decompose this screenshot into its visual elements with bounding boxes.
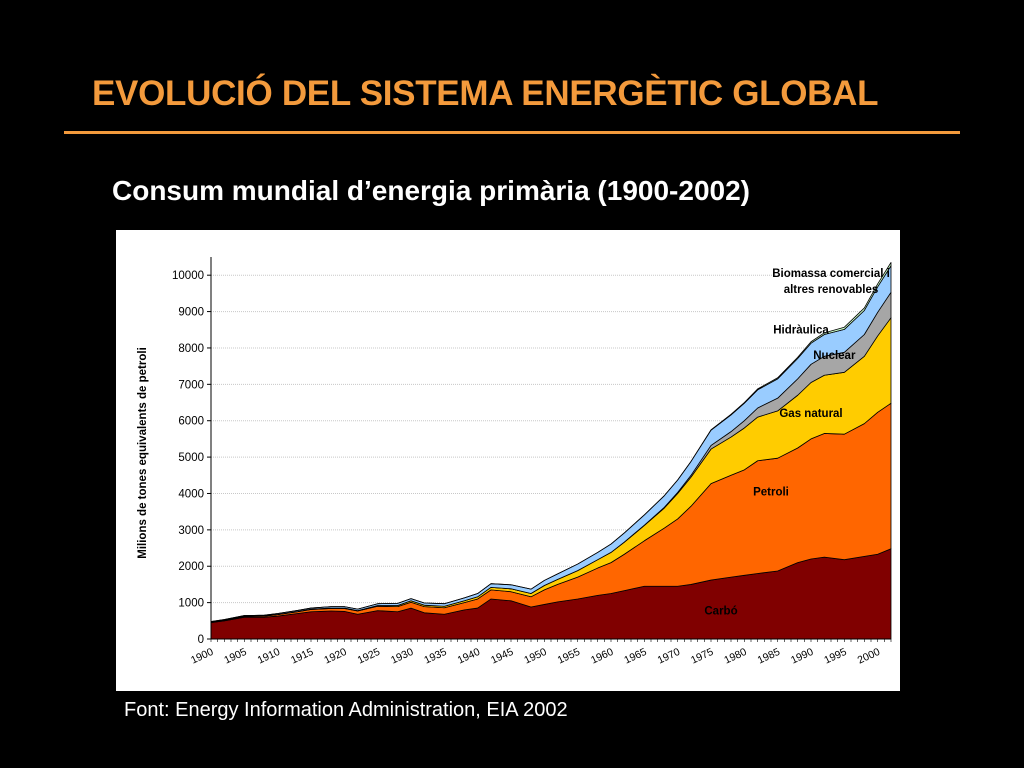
y-axis-title: Milions de tones equivalents de petroli (137, 347, 149, 559)
x-tick-label: 1965 (622, 646, 648, 667)
area-label: Nuclear (813, 350, 856, 362)
area-series-biomassa: Biomassa comercial i altres renovables (210, 262, 892, 622)
y-tick-label: 8000 (178, 343, 204, 355)
x-tick-label: 1900 (189, 646, 215, 667)
area-label: Carbó (704, 606, 737, 618)
x-tick-label: 1990 (789, 646, 815, 667)
chart-panel: Carbó Petroli Gas natural Nuclear Hidràulica… (116, 230, 900, 691)
y-tick-label: 10000 (172, 270, 204, 282)
y-tick-label: 2000 (178, 561, 204, 573)
x-tick-label: 1905 (222, 646, 248, 667)
x-tick-label: 1920 (322, 646, 348, 667)
area-label: Petroli (753, 486, 789, 498)
y-tick-label: 1000 (178, 598, 204, 610)
y-tick-label: 9000 (178, 307, 204, 319)
area-label: Hidràulica (773, 324, 829, 336)
stacked-area-chart: Carbó Petroli Gas natural Nuclear Hidràulica… (137, 257, 892, 667)
x-tick-label: 1960 (589, 646, 615, 667)
x-tick-label: 1925 (356, 646, 382, 667)
x-tick-label: 1910 (256, 646, 282, 667)
title-divider (64, 131, 960, 134)
y-tick-label: 0 (198, 634, 204, 646)
x-tick-label: 1995 (822, 646, 848, 667)
x-tick-label: 1975 (689, 646, 715, 667)
y-tick-label: 6000 (178, 416, 204, 428)
y-tick-label: 3000 (178, 525, 204, 537)
x-tick-label: 1935 (422, 646, 448, 667)
x-tick-label: 1970 (656, 646, 682, 667)
x-tick-label: 2000 (856, 646, 882, 667)
x-tick-label: 1950 (522, 646, 548, 667)
x-tick-label: 1945 (489, 646, 515, 667)
x-tick-label: 1940 (456, 646, 482, 667)
y-tick-label: 4000 (178, 488, 204, 500)
y-tick-label: 5000 (178, 452, 204, 464)
x-tick-label: 1985 (756, 646, 782, 667)
y-tick-label: 7000 (178, 379, 204, 391)
chart-subtitle: Consum mundial d’energia primària (1900-… (112, 175, 750, 206)
x-tick-label: 1955 (556, 646, 582, 667)
x-tick-label: 1930 (389, 646, 415, 667)
source-note: Font: Energy Information Administration,… (124, 699, 568, 721)
area-label: Biomassa comercial i (772, 268, 890, 280)
x-tick-label: 1980 (722, 646, 748, 667)
area-label: Gas natural (779, 408, 842, 420)
x-tick-label: 1915 (289, 646, 315, 667)
area-label: altres renovables (784, 284, 879, 296)
slide-title: EVOLUCIÓ DEL SISTEMA ENERGÈTIC GLOBAL (92, 74, 879, 113)
